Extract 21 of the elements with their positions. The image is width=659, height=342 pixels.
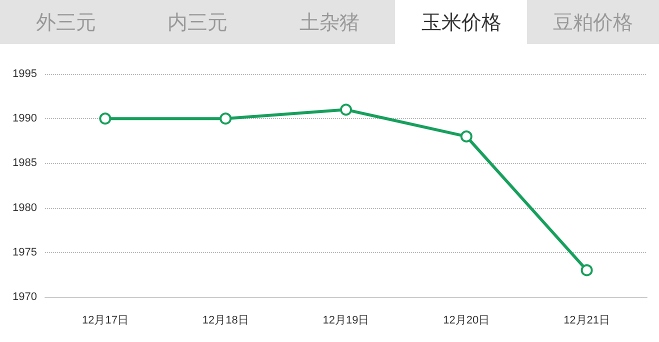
- y-tick-label: 1995: [12, 68, 37, 80]
- text: 内三元: [166, 9, 229, 36]
- y-tick-label: 1975: [12, 246, 37, 258]
- x-tick-label: 12月18日: [202, 314, 249, 326]
- point: [340, 104, 352, 116]
- x-tick-label: 12月17日: [82, 314, 128, 326]
- point: [220, 112, 232, 125]
- x-tick-label: 12月21日: [564, 314, 610, 326]
- x-tick-label: 12月19日: [322, 314, 370, 326]
- text: 土杂猪: [298, 9, 360, 36]
- text: 外三元: [34, 9, 97, 36]
- point: [460, 130, 472, 142]
- y-tick-label: 1990: [12, 112, 37, 125]
- text: 玉米价格: [395, 0, 528, 44]
- x-tick-label: 12月20日: [443, 314, 490, 326]
- text: 豆粕价格: [552, 9, 634, 36]
- y-tick-label: 1980: [12, 202, 37, 214]
- y-tick-label: 1970: [12, 291, 37, 303]
- y-tick-label: 1985: [12, 157, 37, 170]
- point: [99, 112, 112, 125]
- point: [580, 264, 593, 276]
